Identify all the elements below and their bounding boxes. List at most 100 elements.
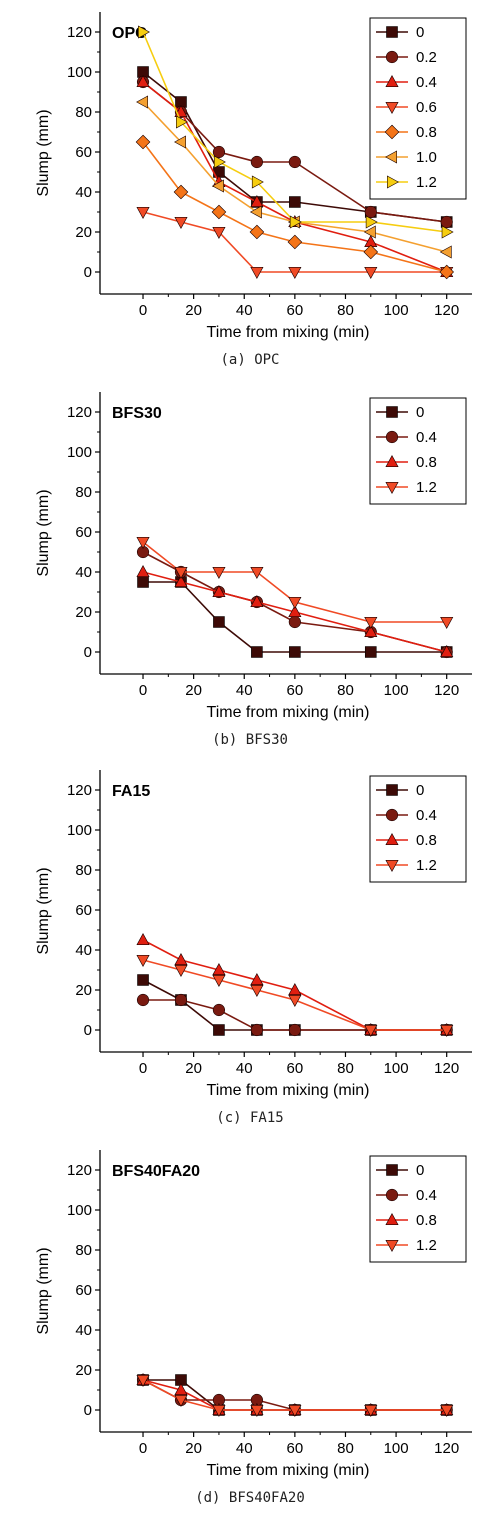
data-point	[365, 215, 378, 229]
data-point	[136, 955, 150, 967]
data-point	[175, 96, 187, 108]
data-point	[175, 1374, 187, 1386]
legend-marker	[385, 430, 399, 444]
legend: 0 0.4 0.8 1.2	[369, 397, 467, 505]
data-point	[136, 993, 150, 1007]
y-tick-label: 120	[67, 24, 92, 41]
legend-marker	[385, 1188, 399, 1202]
data-point	[213, 1024, 225, 1036]
y-tick-label: 60	[75, 902, 92, 919]
data-point	[440, 645, 454, 657]
data-point	[439, 264, 454, 280]
x-tick-label: 100	[384, 1440, 409, 1457]
x-tick-label: 80	[337, 302, 354, 319]
data-point	[287, 234, 303, 250]
data-point	[288, 605, 302, 617]
y-tick-label: 40	[75, 942, 92, 959]
data-point	[250, 595, 264, 607]
x-axis-label: Time from mixing (min)	[207, 1082, 370, 1099]
legend-label: 0	[416, 1162, 424, 1179]
data-point	[288, 983, 302, 995]
legend-label: 0.4	[416, 429, 437, 446]
series-line-1.2	[142, 959, 447, 1031]
data-point	[136, 207, 150, 219]
y-tick-label: 20	[75, 604, 92, 621]
data-point	[440, 1405, 454, 1417]
data-point	[136, 95, 148, 109]
x-tick-label: 80	[337, 1440, 354, 1457]
data-point	[363, 244, 379, 260]
data-point	[174, 993, 188, 1007]
legend-label: 1.2	[416, 857, 437, 874]
legend-marker	[385, 482, 399, 494]
y-tick-label: 20	[75, 1362, 92, 1379]
data-point	[213, 166, 225, 178]
x-tick-label: 120	[434, 682, 459, 699]
x-axis-label: Time from mixing (min)	[207, 704, 370, 721]
x-axis-label: Time from mixing (min)	[207, 1462, 370, 1479]
legend-marker	[386, 1164, 398, 1176]
x-tick-label: 60	[287, 682, 304, 699]
data-point	[250, 567, 264, 579]
y-tick-label: 20	[75, 224, 92, 241]
legend-box	[369, 775, 467, 883]
legend-marker	[385, 860, 399, 872]
data-point	[174, 575, 188, 587]
data-point	[136, 537, 150, 549]
y-tick-label: 100	[67, 64, 92, 81]
data-point	[250, 267, 264, 279]
y-tick-label: 60	[75, 144, 92, 161]
legend-marker	[385, 808, 399, 822]
legend-label: 0	[416, 782, 424, 799]
y-axis-label: Slump (mm)	[35, 489, 52, 576]
data-point	[250, 195, 264, 207]
data-point	[212, 975, 226, 987]
legend-marker	[385, 102, 399, 114]
y-tick-label: 40	[75, 564, 92, 581]
data-point	[364, 267, 378, 279]
data-point	[288, 267, 302, 279]
y-tick-label: 100	[67, 1202, 92, 1219]
y-tick-label: 0	[84, 264, 92, 281]
panel-title: BFS30	[112, 405, 162, 422]
y-tick-label: 80	[75, 862, 92, 879]
panel-caption: (b) BFS30	[212, 732, 288, 748]
data-point	[364, 646, 377, 658]
data-point	[174, 1383, 188, 1395]
x-tick-label: 100	[384, 302, 409, 319]
y-tick-label: 100	[67, 822, 92, 839]
legend-marker	[385, 1240, 399, 1252]
data-point	[250, 1405, 264, 1417]
y-tick-label: 120	[67, 1162, 92, 1179]
x-tick-label: 80	[337, 682, 354, 699]
data-point	[250, 1023, 263, 1037]
legend: 0 0.4 0.8 1.2	[369, 1155, 467, 1263]
panel-caption: (d) BFS40FA20	[195, 1490, 305, 1506]
legend-label: 0	[416, 404, 424, 421]
data-point	[288, 155, 301, 169]
data-point	[135, 134, 151, 150]
data-point	[250, 973, 264, 985]
x-tick-label: 40	[236, 1060, 253, 1077]
data-point	[137, 974, 149, 986]
legend-label: 0.8	[416, 454, 437, 471]
x-tick-label: 120	[434, 302, 459, 319]
chart-panel-4: 0 20 40 60 80 100 120 0 20 40 60 80 100 120 Time from …	[35, 1150, 472, 1506]
data-point	[213, 155, 226, 169]
legend-label: 1.2	[416, 479, 437, 496]
y-tick-label: 40	[75, 1322, 92, 1339]
legend-marker	[385, 150, 397, 164]
legend-label: 1.0	[416, 149, 437, 166]
y-axis-label: Slump (mm)	[35, 867, 52, 954]
legend-label: 0.6	[416, 99, 437, 116]
data-point	[212, 227, 226, 239]
data-point	[250, 155, 263, 169]
legend-label: 0.4	[416, 1187, 437, 1204]
data-point	[212, 963, 226, 975]
legend-label: 1.2	[416, 1237, 437, 1254]
x-tick-label: 80	[337, 1060, 354, 1077]
x-tick-label: 40	[236, 302, 253, 319]
legend-marker	[385, 833, 399, 845]
data-point	[173, 184, 189, 200]
